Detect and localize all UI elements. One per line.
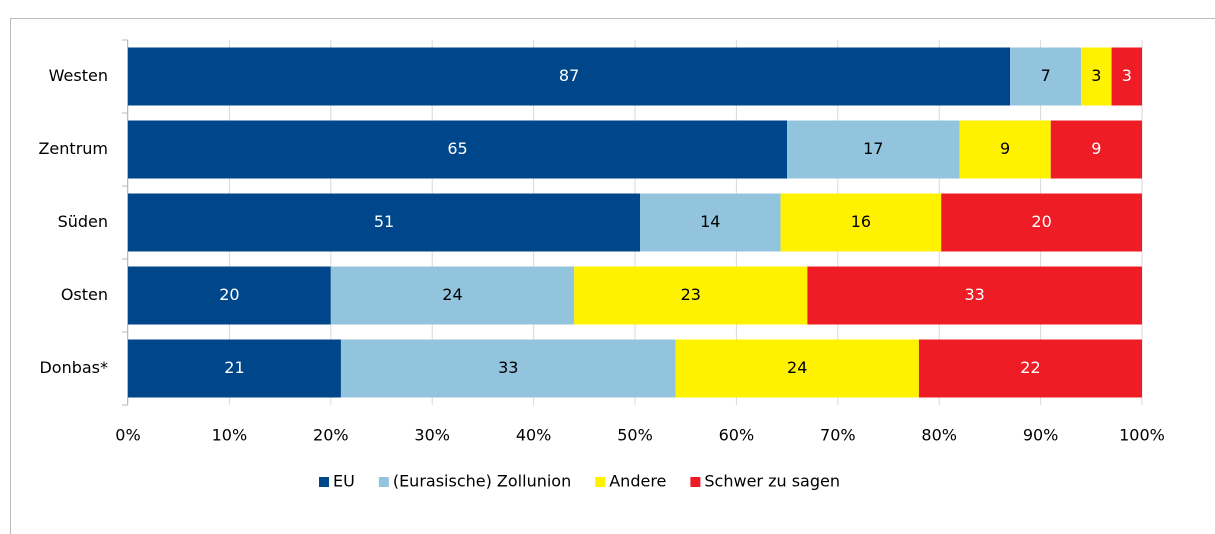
value-label: 3 bbox=[1122, 66, 1132, 85]
y-tick-label: Donbas* bbox=[39, 358, 108, 377]
value-label: 33 bbox=[965, 285, 985, 304]
y-tick-label: Westen bbox=[49, 66, 108, 85]
bar-segment bbox=[959, 120, 1051, 179]
legend-label: Schwer zu sagen bbox=[704, 472, 840, 491]
legend-label: (Eurasische) Zollunion bbox=[393, 472, 571, 491]
value-label: 23 bbox=[681, 285, 701, 304]
value-label: 20 bbox=[1031, 212, 1051, 231]
value-label: 9 bbox=[1091, 139, 1101, 158]
value-label: 17 bbox=[863, 139, 883, 158]
legend-swatch bbox=[595, 477, 606, 487]
bar-segment bbox=[128, 120, 788, 179]
legend-swatch bbox=[690, 477, 701, 487]
bar-segment bbox=[675, 339, 919, 398]
y-tick-label: Osten bbox=[61, 285, 108, 304]
bar-segment bbox=[1111, 47, 1142, 106]
x-tick-label: 30% bbox=[414, 426, 450, 445]
value-label: 16 bbox=[851, 212, 871, 231]
value-label: 22 bbox=[1020, 358, 1040, 377]
x-tick-label: 100% bbox=[1119, 426, 1165, 445]
bar-segment bbox=[128, 339, 341, 398]
value-label: 20 bbox=[219, 285, 239, 304]
x-tick-label: 40% bbox=[516, 426, 552, 445]
value-label: 24 bbox=[787, 358, 807, 377]
y-tick-label: Zentrum bbox=[38, 139, 108, 158]
value-label: 9 bbox=[1000, 139, 1010, 158]
legend-swatch bbox=[378, 477, 389, 487]
bar-segment bbox=[941, 193, 1142, 252]
bar-segment bbox=[640, 193, 781, 252]
value-label: 21 bbox=[224, 358, 244, 377]
value-label: 51 bbox=[374, 212, 394, 231]
value-label: 65 bbox=[447, 139, 467, 158]
bar-segment bbox=[128, 193, 641, 252]
legend-label: EU bbox=[333, 472, 355, 491]
value-label: 24 bbox=[442, 285, 462, 304]
x-tick-label: 70% bbox=[820, 426, 856, 445]
x-tick-label: 0% bbox=[115, 426, 140, 445]
value-label: 14 bbox=[700, 212, 720, 231]
x-tick-label: 90% bbox=[1023, 426, 1059, 445]
bar-segment bbox=[128, 266, 331, 325]
bar-segment bbox=[918, 339, 1142, 398]
x-tick-label: 80% bbox=[921, 426, 957, 445]
value-label: 33 bbox=[498, 358, 518, 377]
bar-segment bbox=[330, 266, 575, 325]
value-label: 3 bbox=[1091, 66, 1101, 85]
bar-segment bbox=[807, 266, 1142, 325]
bar-segment bbox=[1050, 120, 1142, 179]
y-tick-label: Süden bbox=[58, 212, 108, 231]
legend-swatch bbox=[319, 477, 329, 487]
bar-segment bbox=[787, 120, 960, 179]
value-label: 7 bbox=[1041, 66, 1051, 85]
bar-segment bbox=[1010, 47, 1082, 106]
x-tick-label: 50% bbox=[617, 426, 653, 445]
x-tick-label: 10% bbox=[212, 426, 248, 445]
bar-segment bbox=[574, 266, 808, 325]
value-label: 87 bbox=[559, 66, 579, 85]
bar-segment bbox=[128, 47, 1011, 106]
legend-label: Andere bbox=[609, 472, 666, 491]
x-tick-label: 60% bbox=[719, 426, 755, 445]
x-tick-label: 20% bbox=[313, 426, 349, 445]
bar-segment bbox=[780, 193, 942, 252]
bar-segment bbox=[340, 339, 676, 398]
bar-segment bbox=[1081, 47, 1112, 106]
